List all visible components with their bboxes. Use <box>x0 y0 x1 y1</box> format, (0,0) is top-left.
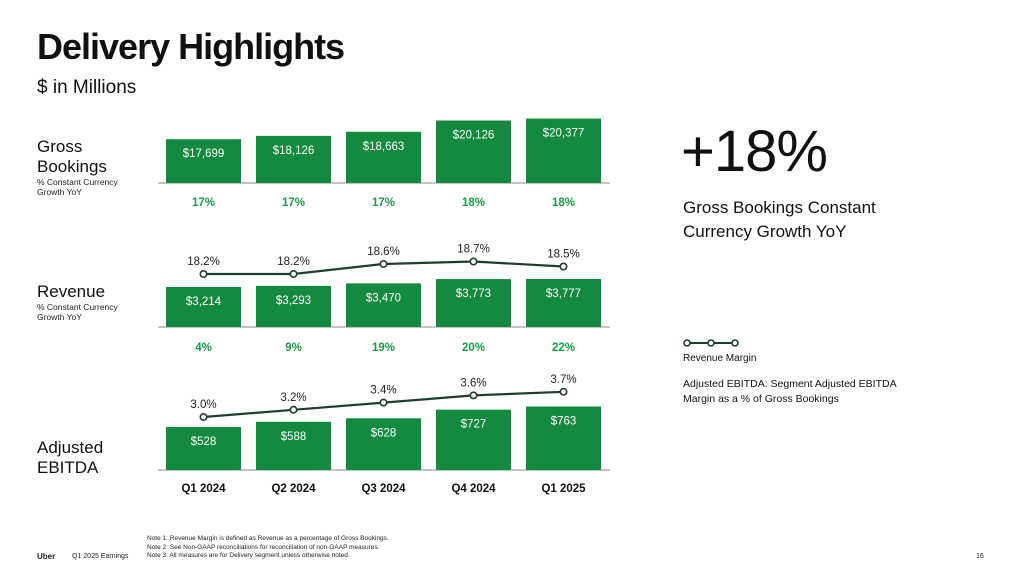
gross-bookings-label-block: Gross Bookings % Constant Currency Growt… <box>37 137 118 197</box>
revenue-bar <box>526 279 601 327</box>
revenue-bar-value-label: $3,293 <box>276 295 311 307</box>
gross-bookings-growth-label: 17% <box>192 197 215 209</box>
footer-brand: Uber <box>37 552 56 561</box>
revenue-margin-label: 18.2% <box>187 256 220 268</box>
gross-bookings-bar-value-label: $20,377 <box>543 128 585 140</box>
revenue-growth-label: 9% <box>285 342 302 354</box>
revenue-growth-label: 4% <box>195 342 212 354</box>
ebitda-margin-point <box>379 398 388 407</box>
ebitda-margin-label: 3.0% <box>190 399 216 411</box>
legend-ebitda-note: Adjusted EBITDA: Segment Adjusted EBITDA… <box>683 378 897 405</box>
revenue-bar-value-label: $3,773 <box>456 288 491 300</box>
revenue-bar-value-label: $3,214 <box>186 296 222 308</box>
kpi-value: +18% <box>681 119 828 184</box>
gross-bookings-bar-value-label: $18,663 <box>363 141 405 153</box>
ebitda-bar <box>256 421 331 470</box>
ebitda-bar-value-label: $727 <box>461 419 487 431</box>
ebitda-bar-value-label: $628 <box>371 427 397 439</box>
revenue-bar <box>346 283 421 327</box>
ebitda-bar-value-label: $528 <box>191 436 217 448</box>
ebitda-bar <box>346 418 421 470</box>
gross-bookings-growth-label: 17% <box>282 197 305 209</box>
revenue-margin-label: 18.6% <box>367 246 400 258</box>
footnote-1: Note 1: Revenue Margin is defined as Rev… <box>147 535 389 542</box>
ebitda-bar-value-label: $588 <box>281 431 307 443</box>
revenue-sublabel-line1: % Constant Currency <box>37 302 118 312</box>
ebitda-margin-label: 3.6% <box>460 377 486 389</box>
revenue-sublabel-line2: Growth YoY <box>37 312 82 322</box>
gross-bookings-growth-label: 17% <box>372 197 395 209</box>
revenue-margin-point <box>289 269 298 278</box>
ebitda-margin-point <box>469 391 478 400</box>
revenue-margin-point <box>379 259 388 268</box>
footnote-3: Note 3: All measures are for Delivery se… <box>147 552 350 559</box>
ebitda-margin-point <box>199 412 208 421</box>
gross-bookings-bar-value-label: $18,126 <box>273 145 315 157</box>
kpi-caption: Gross Bookings Constant Currency Growth … <box>683 198 876 241</box>
line-legend-icon <box>683 339 739 347</box>
revenue-growth-label: 22% <box>552 342 575 354</box>
revenue-growth-label: 20% <box>462 342 485 354</box>
x-axis-tick-label: Q3 2024 <box>361 483 406 495</box>
ebitda-bar-value-label: $763 <box>551 416 577 428</box>
page-subtitle: $ in Millions <box>37 77 137 98</box>
footnote-2: Note 2: See Non-GAAP reconciliations for… <box>147 543 380 551</box>
footer-page-number: 16 <box>976 553 984 560</box>
ebitda-margin-point <box>559 387 568 396</box>
revenue-bar-value-label: $3,470 <box>366 292 401 304</box>
gross-bookings-bar <box>436 120 511 183</box>
revenue-margin-label: 18.2% <box>277 256 310 268</box>
gross-bookings-bar <box>346 131 421 183</box>
revenue-bar-value-label: $3,777 <box>546 288 581 300</box>
revenue-label: Revenue <box>37 282 106 301</box>
gross-bookings-bar <box>166 139 241 183</box>
x-axis-tick-label: Q1 2024 <box>181 483 226 495</box>
gross-bookings-bar-value-label: $17,699 <box>183 148 225 160</box>
gross-bookings-label-line1: Gross <box>37 137 83 156</box>
x-axis-tick-label: Q1 2025 <box>541 483 586 495</box>
x-axis-tick-label: Q2 2024 <box>271 483 316 495</box>
ebitda-label-line2: EBITDA <box>37 458 99 477</box>
gross-bookings-growth-label: 18% <box>552 197 575 209</box>
gross-bookings-growth-label: 18% <box>462 197 485 209</box>
revenue-margin-label: 18.5% <box>547 249 580 261</box>
revenue-bar <box>166 287 241 327</box>
ebitda-bar <box>166 427 241 470</box>
ebitda-label-block: Adjusted EBITDA <box>37 438 103 478</box>
ebitda-margin-label: 3.7% <box>550 374 576 386</box>
ebitda-margin-label: 3.4% <box>370 385 396 397</box>
ebitda-margin-point <box>289 405 298 414</box>
x-axis-tick-label: Q4 2024 <box>451 483 496 495</box>
ebitda-bar <box>436 409 511 470</box>
gross-bookings-bar <box>526 118 601 183</box>
revenue-label-block: Revenue % Constant Currency Growth YoY <box>37 282 118 322</box>
gross-bookings-bar <box>256 135 331 183</box>
gross-bookings-label-line2: Bookings <box>37 157 107 176</box>
page-title: Delivery Highlights <box>37 26 345 67</box>
revenue-margin-point <box>199 269 208 278</box>
footnotes: Note 1: Revenue Margin is defined as Rev… <box>147 535 389 561</box>
footer-report: Q1 2025 Earnings <box>72 553 129 560</box>
gross-bookings-sublabel-line1: % Constant Currency <box>37 177 118 187</box>
revenue-bar <box>436 279 511 327</box>
legend-line-label: Revenue Margin <box>683 353 757 364</box>
gross-bookings-bar-value-label: $20,126 <box>453 130 495 142</box>
revenue-bar <box>256 285 331 327</box>
revenue-growth-label: 19% <box>372 342 395 354</box>
ebitda-margin-label: 3.2% <box>280 392 306 404</box>
ebitda-bar <box>526 406 601 470</box>
revenue-margin-point <box>559 262 568 271</box>
ebitda-label-line1: Adjusted <box>37 438 104 457</box>
revenue-margin-label: 18.7% <box>457 244 490 256</box>
gross-bookings-sublabel-line2: Growth YoY <box>37 187 82 197</box>
revenue-margin-point <box>469 257 478 266</box>
